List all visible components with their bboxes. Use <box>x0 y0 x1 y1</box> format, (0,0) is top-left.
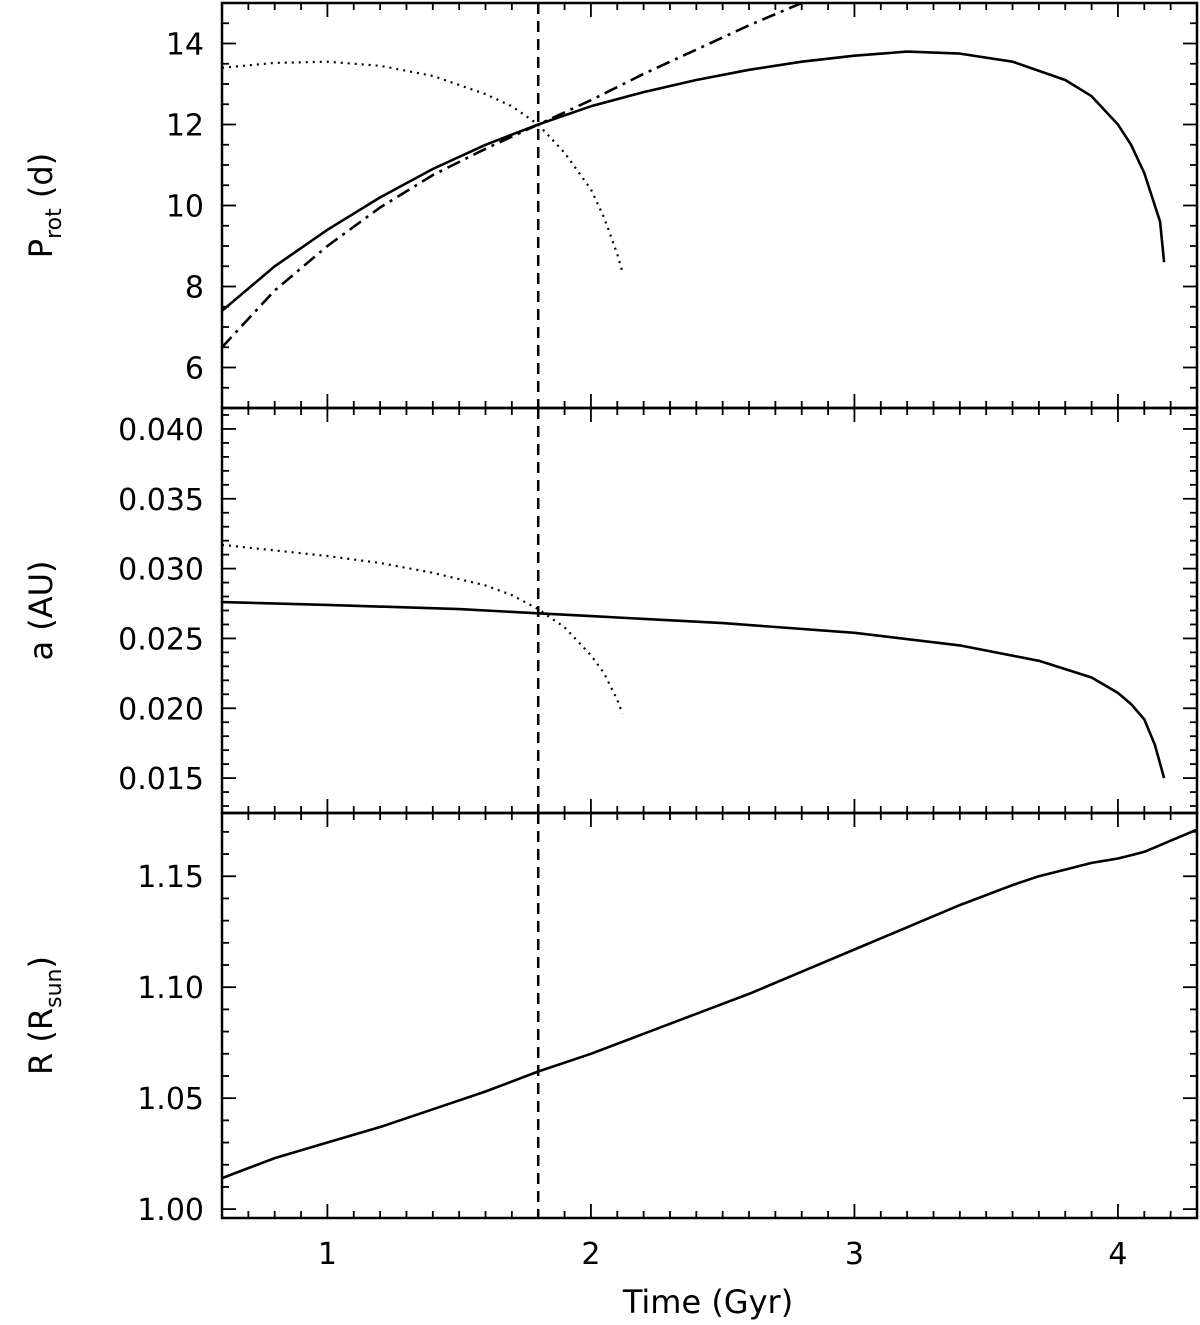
y-axis-title-tail: ) <box>22 956 60 968</box>
series-line-dotted <box>222 60 624 273</box>
x-tick-label: 1 <box>318 1237 337 1272</box>
x-axis-title: Time (Gyr) <box>622 1283 793 1321</box>
panel-r: 1.00 1.05 1.10 1.15 R (Rsun) 1 2 3 4 <box>22 811 1199 1272</box>
panel-prot: 6 8 10 12 14 Prot (d) <box>22 1 1199 410</box>
y-axis-title-main: P <box>22 239 60 258</box>
panel-series-group <box>222 828 1197 1180</box>
series-line-solid <box>222 50 1166 312</box>
y-tick-label: 14 <box>166 28 204 63</box>
y-axis-title: Prot (d) <box>22 153 67 258</box>
y-tick-label: 6 <box>185 352 204 387</box>
series-line-dotted <box>222 543 624 715</box>
series-line-solid <box>222 828 1197 1180</box>
panel-series-group <box>222 543 1166 779</box>
y-axis-title-main: R (R <box>22 1008 60 1075</box>
series-line-solid <box>222 600 1166 779</box>
y-tick-label: 1.05 <box>137 1082 204 1117</box>
y-axis-title-main: a (AU) <box>22 560 60 660</box>
y-axis-title-tail: (d) <box>22 153 60 208</box>
y-tick-label: 8 <box>185 271 204 306</box>
panel-a: 0.015 0.020 0.025 0.030 0.035 0.040 a (AU) <box>22 406 1199 815</box>
y-tick-label: 12 <box>166 109 204 144</box>
y-tick-label: 0.035 <box>118 483 204 518</box>
y-tick-label: 0.030 <box>118 553 204 588</box>
y-axis-title: R (Rsun) <box>22 956 67 1075</box>
panel-frame <box>220 406 1199 815</box>
x-tick-label: 3 <box>845 1237 864 1272</box>
y-tick-label: 1.15 <box>137 860 204 895</box>
y-axis-title-subscript: rot <box>42 208 67 239</box>
y-axis-title: a (AU) <box>22 560 60 660</box>
panel-frame <box>220 811 1199 1220</box>
y-tick-label: 0.040 <box>118 413 204 448</box>
y-tick-label: 0.020 <box>118 692 204 727</box>
panel-series-group <box>222 3 1166 349</box>
x-tick-label: 2 <box>581 1237 600 1272</box>
y-tick-label: 10 <box>166 190 204 225</box>
series-line-dashdot <box>222 3 803 349</box>
x-tick-label: 4 <box>1108 1237 1127 1272</box>
y-tick-label: 1.10 <box>137 971 204 1006</box>
y-axis-title-subscript: sun <box>42 969 67 1008</box>
y-tick-label: 0.015 <box>118 762 204 797</box>
y-tick-label: 0.025 <box>118 622 204 657</box>
y-tick-label: 1.00 <box>137 1193 204 1228</box>
